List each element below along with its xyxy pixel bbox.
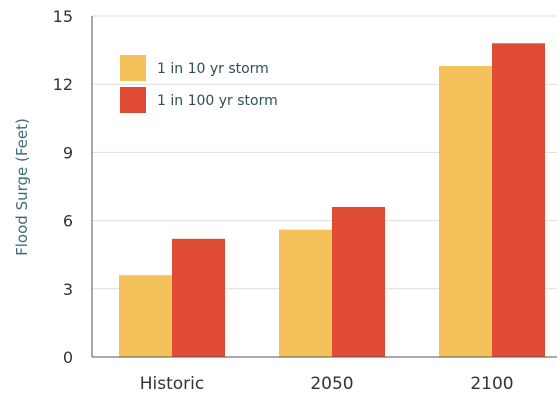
- y-axis-label: Flood Surge (Feet): [13, 118, 31, 256]
- bar-100yr-2050: [332, 206, 385, 357]
- x-tick-label: 2050: [310, 374, 353, 394]
- y-tick-label: 3: [63, 280, 73, 299]
- y-tick-label: 6: [63, 212, 73, 231]
- bar-10yr-historic: [119, 275, 172, 357]
- y-tick-labels: 0 3 6 9 12 15: [53, 7, 73, 367]
- y-tick-label: 9: [63, 143, 73, 162]
- x-tick-label: Historic: [140, 374, 205, 394]
- y-tick-label: 15: [53, 7, 73, 26]
- legend-swatch: [120, 87, 146, 113]
- bars: [119, 43, 545, 357]
- x-tick-labels: Historic 2050 2100: [140, 374, 514, 394]
- legend-swatch: [120, 55, 146, 81]
- bar-10yr-2100: [439, 66, 492, 357]
- legend-label: 1 in 100 yr storm: [157, 93, 278, 109]
- bar-10yr-2050: [279, 229, 332, 357]
- y-tick-label: 0: [63, 348, 73, 367]
- x-tick-label: 2100: [470, 374, 513, 394]
- y-tick-label: 12: [53, 75, 73, 94]
- bar-100yr-historic: [172, 238, 225, 357]
- bar-100yr-2100: [492, 43, 545, 357]
- legend-label: 1 in 10 yr storm: [157, 61, 269, 77]
- legend: 1 in 10 yr storm 1 in 100 yr storm: [120, 55, 278, 113]
